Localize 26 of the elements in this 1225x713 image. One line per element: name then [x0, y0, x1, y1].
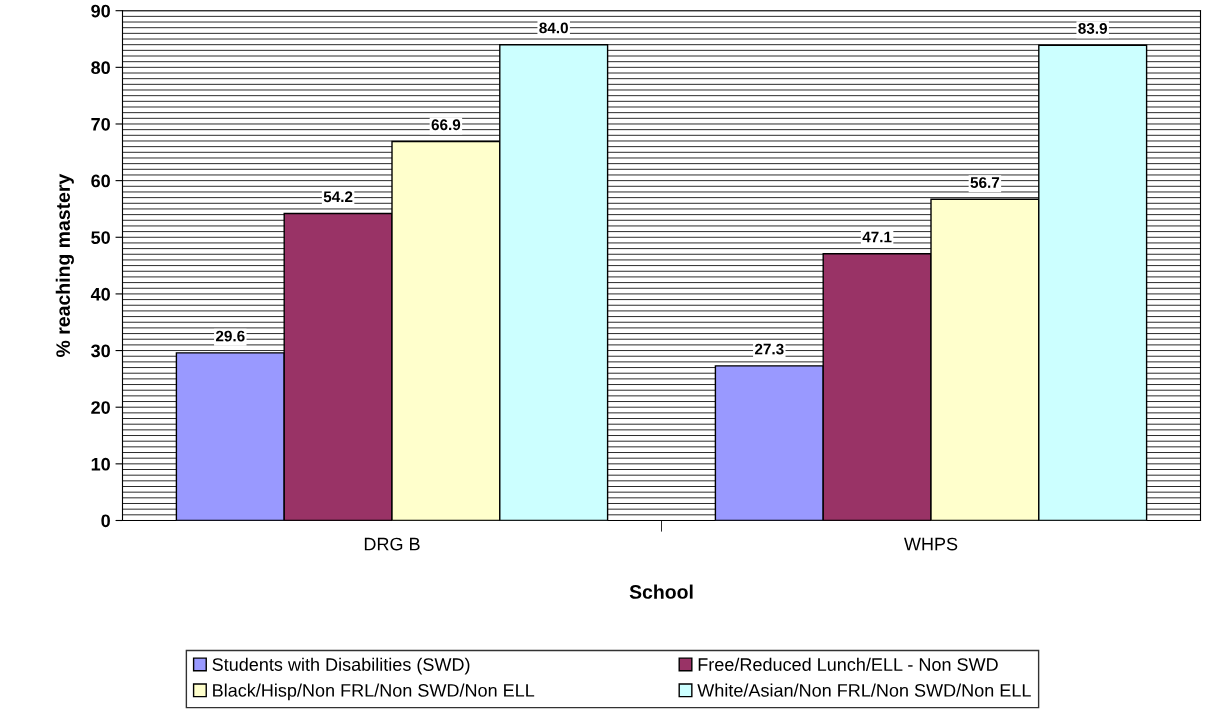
- y-tick-label: 70: [91, 117, 110, 131]
- x-tick-label: DRG B: [364, 537, 420, 551]
- y-tick-label: 30: [91, 344, 110, 358]
- x-tick-label: WHPS: [903, 537, 958, 551]
- text: 47.1: [862, 231, 892, 243]
- text: 54.2: [323, 191, 353, 203]
- y-tick-label: 80: [91, 61, 110, 75]
- legend-label: White/Asian/Non FRL/Non SWD/Non ELL: [697, 683, 1031, 697]
- x-axis-title: School: [629, 584, 693, 599]
- y-tick-label: 50: [91, 231, 110, 244]
- y-tick-label: 10: [91, 457, 110, 471]
- text: 83.9: [1078, 23, 1107, 34]
- text: 56.7: [970, 177, 1000, 188]
- text: 84.0: [539, 22, 568, 34]
- y-tick-label: 60: [91, 174, 110, 188]
- y-tick-label: 0: [101, 514, 110, 528]
- legend-label: Black/Hisp/Non FRL/Non SWD/Non ELL: [213, 683, 535, 701]
- y-tick-label: 90: [91, 4, 110, 18]
- text: 29.6: [215, 330, 245, 342]
- y-tick-label: 40: [90, 287, 110, 301]
- legend-label: Free/Reduced Lunch/ELL - Non SWD: [698, 657, 998, 671]
- legend-label: Students with Disabilities (SWD): [212, 657, 470, 675]
- text: 27.3: [754, 343, 784, 355]
- y-axis-title: % reaching mastery: [55, 173, 74, 357]
- text: 66.9: [431, 119, 461, 131]
- y-tick-label: 20: [91, 401, 110, 414]
